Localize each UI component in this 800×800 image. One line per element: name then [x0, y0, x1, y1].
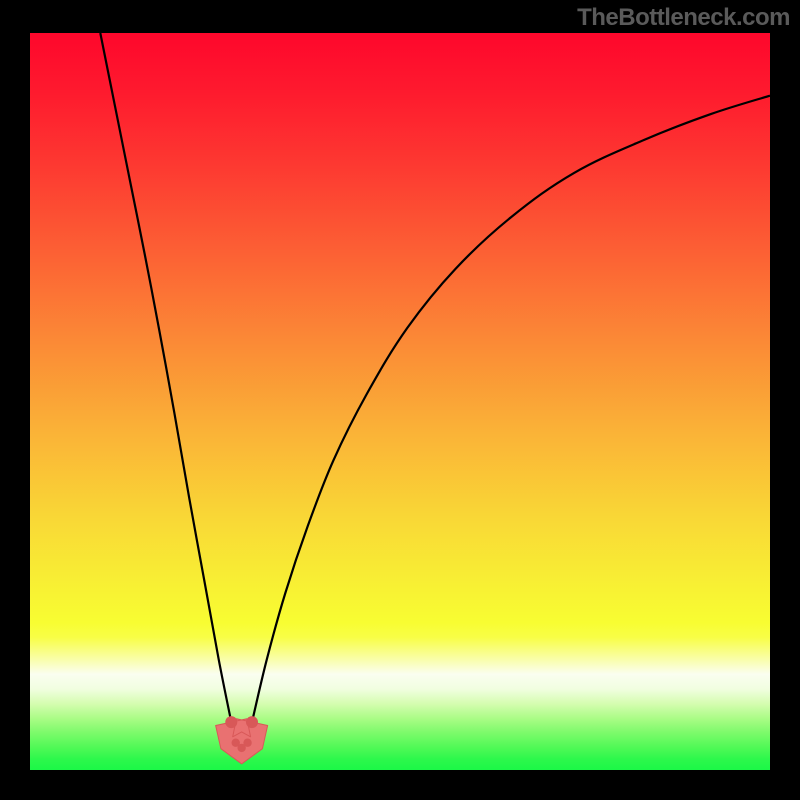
highlight-dot [243, 739, 251, 747]
bottleneck-chart [0, 0, 800, 800]
chart-container: TheBottleneck.com [0, 0, 800, 800]
highlight-dot [225, 716, 237, 728]
gradient-background [30, 33, 770, 770]
highlight-dot [246, 716, 258, 728]
